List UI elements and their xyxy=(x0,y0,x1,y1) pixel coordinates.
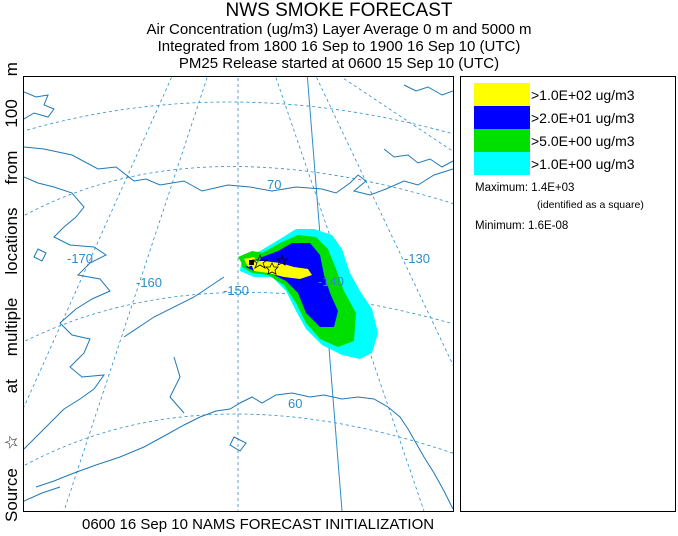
latitude-line-70 xyxy=(24,166,453,217)
legend-swatch-blue xyxy=(474,106,530,129)
legend-label-3: >5.0E+00 ug/m3 xyxy=(531,133,635,149)
smoke-map: -170 -160 -150 -140 -130 70 60 xyxy=(23,76,454,512)
longitude-label-150: -150 xyxy=(223,283,249,298)
coast-south-alaska xyxy=(35,392,453,510)
coast-arctic xyxy=(24,146,453,196)
meridian-n1 xyxy=(340,77,453,152)
concentration-legend: >1.0E+02 ug/m3 >2.0E+01 ug/m3 >5.0E+00 u… xyxy=(460,76,676,512)
map-canvas: -170 -160 -150 -140 -130 70 60 xyxy=(24,77,453,511)
legend-label-2: >2.0E+01 ug/m3 xyxy=(531,110,635,126)
longitude-label-160: -160 xyxy=(136,275,162,290)
river-yukon-upper xyxy=(123,276,225,338)
legend-swatch-green xyxy=(474,129,530,152)
source-height-label: Source☆ at multiple locations from 100 m xyxy=(2,62,22,522)
locations-word: locations xyxy=(2,207,21,275)
meridian-120 xyxy=(315,77,453,366)
forecast-initialization: 0600 16 Sep 10 NAMS FORECAST INITIALIZAT… xyxy=(82,516,435,533)
from-word: from xyxy=(2,150,21,185)
maximum-note: (identified as a square) xyxy=(537,199,644,211)
latitude-line-65 xyxy=(24,292,453,343)
latitude-label-60: 60 xyxy=(288,396,302,411)
height-word: 100 m xyxy=(2,62,21,128)
at-word: at xyxy=(2,379,21,394)
source-word: Source☆ xyxy=(2,416,21,522)
plume-contour-4 xyxy=(250,261,312,279)
latitude-line-60 xyxy=(24,413,453,467)
integration-period: Integrated from 1800 16 Sep to 1900 16 S… xyxy=(157,38,521,55)
minimum-value: Minimum: 1.6E-08 xyxy=(475,220,569,232)
legend-label-4: >1.0E+00 ug/m3 xyxy=(531,156,635,172)
coast-islands-far-ne xyxy=(403,84,453,96)
coast-islands-ne xyxy=(383,148,453,168)
source-star-icon xyxy=(275,254,289,266)
forecast-title: NWS SMOKE FORECAST xyxy=(225,0,453,21)
island-st-lawrence xyxy=(33,248,47,262)
latitude-label-70: 70 xyxy=(267,177,281,192)
coastlines xyxy=(24,84,453,510)
longitude-label-170: -170 xyxy=(67,251,93,266)
coast-west-alaska xyxy=(24,176,111,450)
meridian-170 xyxy=(24,77,173,408)
latitude-line-75 xyxy=(24,101,453,135)
smoke-plume xyxy=(238,229,378,359)
source-star-icon xyxy=(251,253,269,269)
meridian-160 xyxy=(63,77,208,511)
source-star-icon xyxy=(265,262,279,275)
longitude-label-130: -130 xyxy=(404,251,430,266)
maximum-value: Maximum: 1.4E+03 xyxy=(475,182,575,194)
source-markers xyxy=(251,253,289,275)
release-start: PM25 Release started at 0600 15 Sep 10 (… xyxy=(178,55,500,72)
concentration-subtitle: Air Concentration (ug/m3) Layer Average … xyxy=(146,21,532,38)
multiple-word: multiple xyxy=(2,297,21,357)
meridian-130 xyxy=(275,77,425,511)
longitude-label-140: -140 xyxy=(318,274,344,289)
graticule xyxy=(24,77,453,511)
river-yukon xyxy=(169,356,185,414)
island-kodiak xyxy=(229,436,247,452)
legend-swatch-cyan xyxy=(474,152,530,175)
legend-label-1: >1.0E+02 ug/m3 xyxy=(531,87,635,103)
coast-aleutians xyxy=(24,486,61,502)
maximum-square-marker xyxy=(249,260,254,265)
legend-swatch-yellow xyxy=(474,83,530,106)
coast-siberia xyxy=(24,91,55,120)
